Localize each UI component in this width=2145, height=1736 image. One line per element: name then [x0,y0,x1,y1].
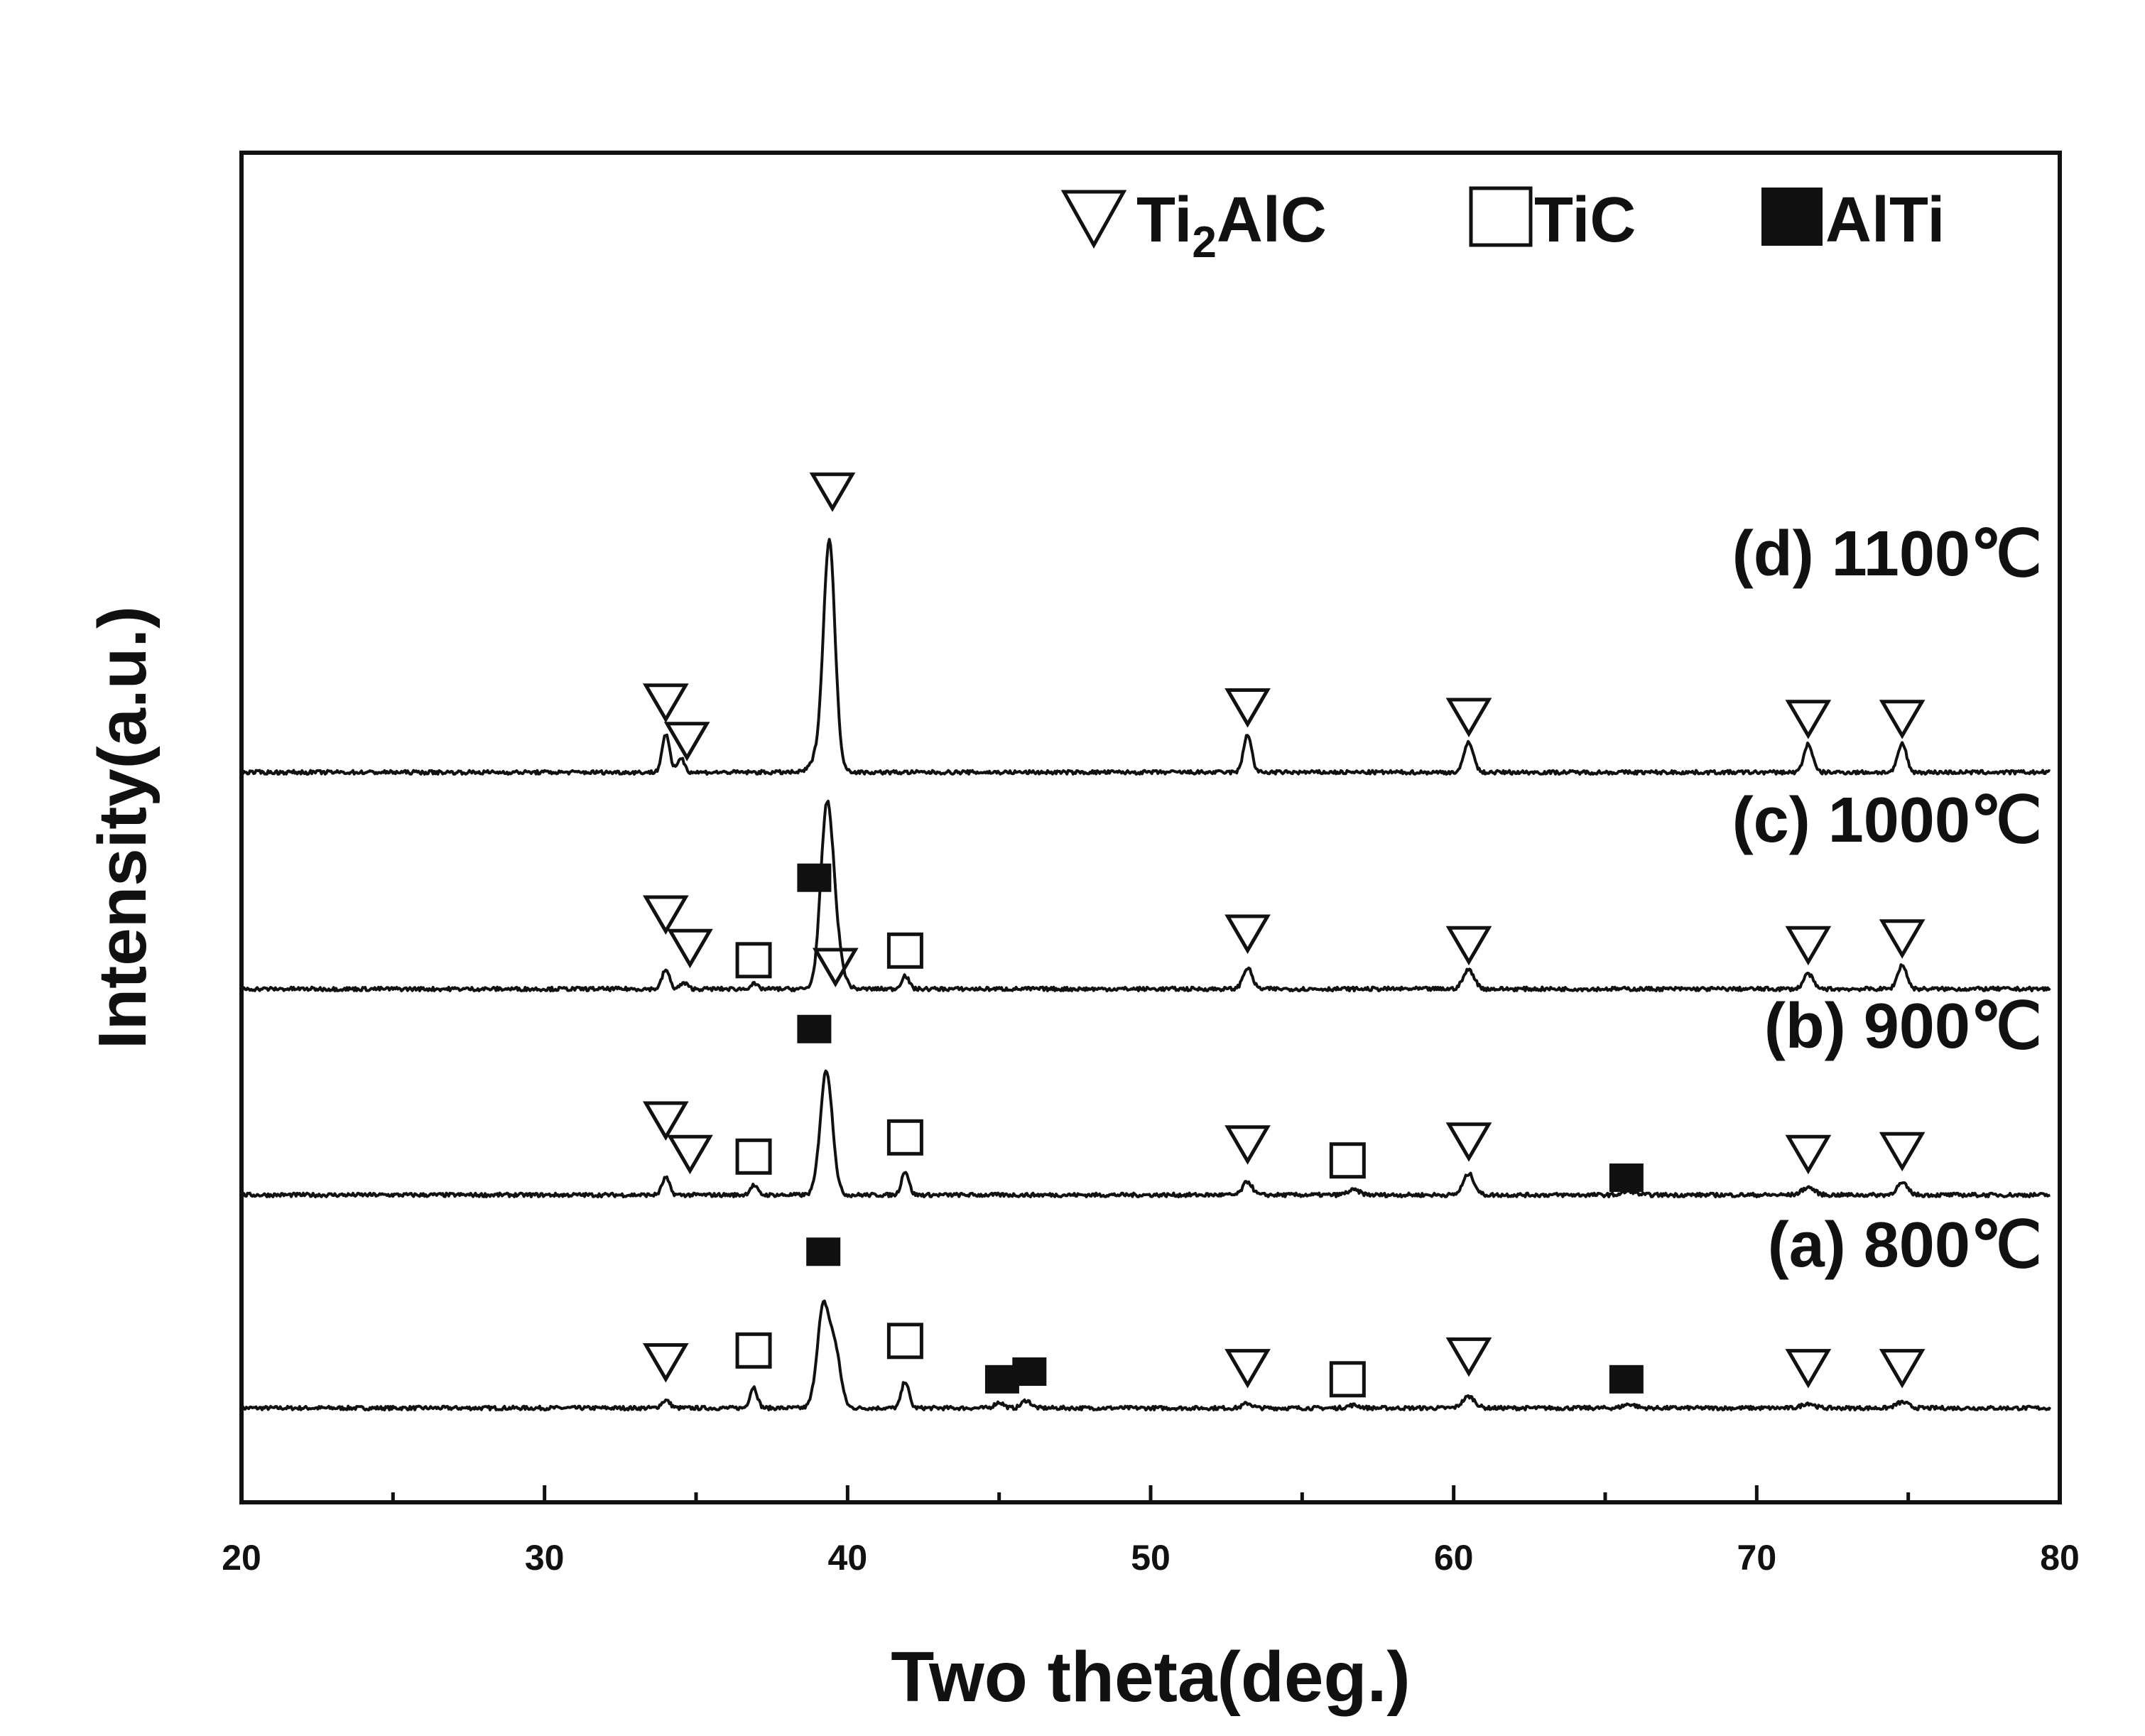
open-triangle-down-icon [642,1101,689,1141]
series-2: (c) 1000℃ [240,785,2051,992]
open-square-icon [1329,1142,1366,1179]
series-label: (a) 800℃ [1768,1210,2042,1281]
x-tick-label: 40 [828,1538,868,1578]
series-group: (a) 800℃ (b) 900℃ (c) 1000℃ (d) 1100℃ [240,472,2052,1411]
open-triangle-down-icon [1445,926,1492,966]
open-triangle-down-icon [1445,698,1492,737]
series-label: (d) 1100℃ [1732,519,2042,590]
open-triangle-down-icon [1224,914,1271,954]
open-triangle-down-icon [667,1134,713,1175]
x-tick-label: 30 [525,1538,565,1578]
x-tick-label: 80 [2040,1538,2080,1578]
open-triangle-down-icon [1060,190,1127,249]
x-tick-label: 20 [222,1538,261,1578]
open-triangle-down-icon [1879,919,1926,959]
open-square-icon [1469,186,1533,247]
series-line [240,799,2051,992]
open-square-icon [886,1119,923,1156]
open-triangle-down-icon [642,1343,689,1383]
series-0: (a) 800℃ [240,1210,2052,1411]
open-triangle-down-icon [1785,1349,1832,1389]
open-triangle-down-icon [642,683,689,723]
filled-square-icon [1761,188,1823,246]
open-triangle-down-icon [1445,1337,1492,1377]
filled-square-icon [1609,1365,1644,1394]
series-1: (b) 900℃ [240,948,2051,1198]
open-square-icon [886,1323,923,1360]
x-tick-label: 70 [1737,1538,1777,1578]
open-triangle-down-icon [1879,1349,1926,1389]
open-square-icon [735,1332,772,1369]
filled-square-icon [806,1237,841,1266]
legend-label: AlTi [1825,185,1945,256]
series-label: (b) 900℃ [1764,991,2042,1062]
open-triangle-down-icon [1879,1132,1926,1172]
series-3: (d) 1100℃ [240,472,2051,776]
y-axis-title: Intensity(a.u.) [85,606,161,1049]
x-axis-ticks: 20 30 40 50 60 70 80 [222,1485,2080,1578]
open-square-icon [735,942,772,979]
open-triangle-down-icon [1445,1122,1492,1162]
open-triangle-down-icon [663,722,710,761]
open-triangle-down-icon [1785,1134,1832,1175]
open-triangle-down-icon [1879,700,1926,739]
legend-label: TiC [1534,185,1636,256]
open-triangle-down-icon [809,472,856,512]
filled-square-icon [797,863,832,892]
series-label: (c) 1000℃ [1732,785,2042,856]
open-square-icon [1329,1361,1366,1398]
open-square-icon [886,932,923,969]
open-triangle-down-icon [1785,700,1832,739]
x-axis-title: Two theta(deg.) [891,1637,1410,1717]
open-triangle-down-icon [1224,688,1271,728]
x-tick-label: 60 [1434,1538,1474,1578]
legend-label: Ti2AlC [1136,185,1327,267]
open-square-icon [735,1138,772,1175]
open-triangle-down-icon [1224,1349,1271,1389]
open-triangle-down-icon [1224,1125,1271,1165]
series-line [240,1069,2051,1198]
filled-square-icon [797,1014,832,1043]
series-line [240,538,2051,776]
legend: Ti2AlC TiC AlTi [1060,185,1945,267]
open-triangle-down-icon [667,928,713,969]
open-triangle-down-icon [812,948,859,987]
x-tick-label: 50 [1131,1538,1171,1578]
series-line [240,1299,2052,1411]
open-triangle-down-icon [1785,926,1832,966]
open-triangle-down-icon [642,895,689,935]
filled-square-icon [1609,1163,1644,1192]
filled-square-icon [1012,1357,1047,1386]
